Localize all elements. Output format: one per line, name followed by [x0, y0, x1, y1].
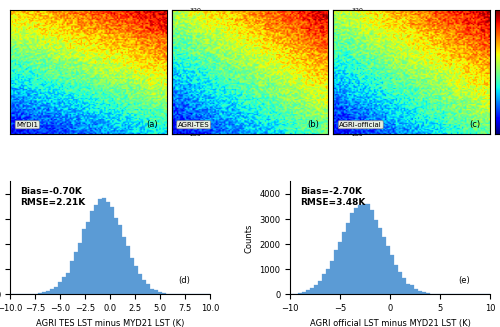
Text: (b): (b)	[307, 120, 319, 129]
Bar	[310, 288, 314, 294]
Bar	[302, 292, 306, 294]
Bar	[138, 274, 142, 294]
Bar	[346, 223, 350, 294]
Bar	[414, 289, 418, 294]
Bar	[390, 255, 394, 294]
Bar	[46, 291, 50, 294]
Bar	[398, 272, 402, 294]
Bar	[382, 237, 386, 294]
Bar	[150, 289, 154, 294]
Text: Bias=-2.70K
RMSE=3.48K: Bias=-2.70K RMSE=3.48K	[300, 187, 366, 207]
Bar	[74, 252, 78, 294]
Bar	[394, 266, 398, 294]
Text: (a): (a)	[146, 120, 158, 129]
Bar	[366, 204, 370, 294]
Bar	[418, 291, 422, 294]
Bar	[122, 236, 126, 294]
Bar	[106, 202, 110, 294]
Bar	[386, 246, 390, 294]
Bar	[66, 273, 70, 294]
X-axis label: AGRI TES LST minus MYD21 LST (K): AGRI TES LST minus MYD21 LST (K)	[36, 318, 184, 327]
Bar	[58, 283, 62, 294]
Bar	[378, 228, 382, 294]
Bar	[94, 205, 98, 294]
Bar	[162, 293, 166, 294]
Bar	[374, 219, 378, 294]
Bar	[298, 293, 302, 294]
Text: (c): (c)	[470, 120, 480, 129]
Bar	[50, 289, 54, 294]
Bar	[326, 269, 330, 294]
Bar	[110, 207, 114, 294]
Bar	[350, 213, 354, 294]
Bar	[334, 250, 338, 294]
Text: MYDI1: MYDI1	[16, 122, 38, 128]
Bar	[134, 266, 138, 294]
Bar	[330, 261, 334, 294]
Bar	[358, 205, 362, 294]
Bar	[130, 258, 134, 294]
Bar	[318, 281, 322, 294]
Bar	[426, 293, 430, 294]
Bar	[402, 278, 406, 294]
Bar	[322, 274, 326, 294]
Text: (d): (d)	[178, 276, 190, 285]
Bar	[114, 218, 118, 294]
Bar	[338, 242, 342, 294]
X-axis label: AGRI official LST minus MYD21 LST (K): AGRI official LST minus MYD21 LST (K)	[310, 318, 470, 327]
Bar	[370, 210, 374, 294]
Text: (e): (e)	[458, 276, 470, 285]
Text: AGRI-official: AGRI-official	[340, 122, 382, 128]
Bar	[354, 208, 358, 294]
Bar	[146, 284, 150, 294]
Bar	[314, 285, 318, 294]
Bar	[42, 292, 46, 294]
Bar	[86, 222, 90, 294]
Bar	[342, 232, 346, 294]
Bar	[78, 243, 82, 294]
Bar	[102, 198, 106, 294]
Bar	[406, 284, 410, 294]
Bar	[62, 277, 66, 294]
Bar	[158, 292, 162, 294]
Bar	[82, 229, 86, 294]
Bar	[70, 261, 74, 294]
Bar	[142, 280, 146, 294]
Bar	[126, 246, 130, 294]
Text: AGRI-TES: AGRI-TES	[178, 122, 210, 128]
Text: Bias=-0.70K
RMSE=2.21K: Bias=-0.70K RMSE=2.21K	[20, 187, 85, 207]
Bar	[118, 225, 122, 294]
Bar	[410, 285, 414, 294]
Bar	[306, 290, 310, 294]
Bar	[54, 287, 58, 294]
Bar	[90, 211, 94, 294]
Y-axis label: Counts: Counts	[244, 223, 254, 252]
Bar	[154, 290, 158, 294]
Bar	[422, 292, 426, 294]
Bar	[38, 293, 42, 294]
Bar	[98, 199, 102, 294]
Bar	[362, 204, 366, 294]
